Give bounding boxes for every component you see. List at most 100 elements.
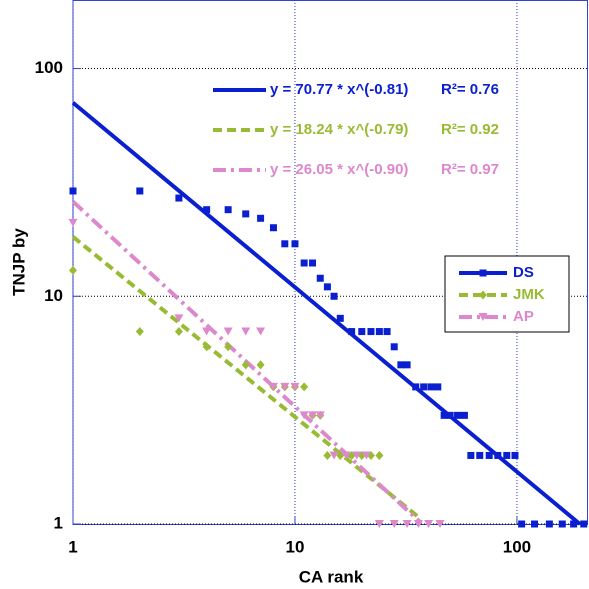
y-tick-label: 1 <box>54 513 63 532</box>
data-point <box>518 520 526 528</box>
data-point <box>390 343 398 351</box>
x-tick-label: 1 <box>68 537 77 556</box>
data-point <box>315 411 325 420</box>
data-point <box>323 283 331 291</box>
data-point <box>290 382 300 391</box>
data-point <box>241 360 250 370</box>
data-point <box>300 259 308 267</box>
data-point <box>503 451 511 459</box>
data-point <box>323 450 332 460</box>
legend-marker <box>479 269 487 277</box>
legend-label: JMK <box>513 286 545 303</box>
data-point <box>309 259 317 267</box>
data-point <box>316 274 324 282</box>
data-point <box>224 206 232 214</box>
data-point <box>291 240 299 248</box>
data-point <box>203 206 211 214</box>
data-point <box>403 361 411 369</box>
x-axis-title: CA rank <box>299 567 364 586</box>
data-point <box>202 342 211 352</box>
fit-equation: y = 26.05 * x^(-0.90) <box>270 161 408 178</box>
data-point <box>485 451 493 459</box>
data-point <box>242 210 250 218</box>
legend-marker <box>478 313 488 321</box>
data-point <box>269 224 277 232</box>
x-tick-label: 10 <box>286 537 305 556</box>
legend-marker <box>479 290 487 300</box>
fit-equation: y = 18.24 * x^(-0.79) <box>270 121 408 138</box>
data-point <box>202 327 212 336</box>
fit-equation: y = 70.77 * x^(-0.81) <box>270 81 408 98</box>
data-point <box>256 360 265 370</box>
data-point <box>467 451 475 459</box>
data-point <box>281 240 289 248</box>
legend-label: DS <box>513 264 534 281</box>
data-point <box>397 361 405 369</box>
data-point <box>446 411 454 419</box>
fit-annotation: R²= 0.76 <box>441 81 499 98</box>
data-point <box>361 451 371 460</box>
data-point <box>434 383 442 391</box>
data-point <box>280 382 290 391</box>
data-point <box>135 327 144 337</box>
data-point <box>367 328 375 336</box>
data-point <box>375 450 384 460</box>
data-point <box>300 382 309 392</box>
data-point <box>341 451 351 460</box>
data-point <box>257 214 265 222</box>
data-point <box>580 520 588 528</box>
data-point <box>358 328 366 336</box>
legend-label: AP <box>513 308 534 325</box>
data-point <box>570 520 578 528</box>
data-point <box>412 383 420 391</box>
data-point <box>454 411 462 419</box>
data-point <box>402 520 412 528</box>
plot-frame <box>72 0 588 525</box>
data-point <box>383 328 391 336</box>
data-point <box>224 342 233 352</box>
data-point <box>435 520 445 528</box>
data-point <box>69 187 77 195</box>
data-point <box>175 194 183 202</box>
data-point <box>374 520 384 528</box>
data-point <box>352 451 362 460</box>
data-point <box>545 520 553 528</box>
data-point <box>427 383 435 391</box>
data-point <box>136 187 144 195</box>
data-point <box>68 218 78 227</box>
data-point <box>424 520 434 528</box>
fit-annotation: R²= 0.92 <box>441 121 499 138</box>
y-axis-title: TNJP by <box>9 228 28 296</box>
data-point <box>69 265 77 275</box>
data-point <box>299 411 309 420</box>
data-point <box>308 411 318 420</box>
data-point <box>329 451 339 460</box>
data-point <box>348 328 356 336</box>
data-point <box>174 327 183 337</box>
data-point <box>531 520 539 528</box>
fit-line <box>71 235 423 521</box>
data-point <box>330 292 338 300</box>
y-tick-label: 100 <box>35 58 63 77</box>
data-point <box>440 411 448 419</box>
data-point <box>413 520 423 528</box>
data-point <box>558 520 566 528</box>
data-point <box>375 328 383 336</box>
data-point <box>241 327 251 336</box>
y-tick-label: 10 <box>44 286 63 305</box>
fit-annotation: R²= 0.97 <box>441 161 499 178</box>
data-point <box>476 451 484 459</box>
data-point <box>223 327 233 336</box>
data-point <box>420 383 428 391</box>
data-point <box>256 327 266 336</box>
x-tick-label: 100 <box>503 537 531 556</box>
data-point <box>494 451 502 459</box>
data-point <box>460 411 468 419</box>
data-point <box>268 382 278 391</box>
data-point <box>174 314 184 323</box>
data-point <box>336 314 344 322</box>
data-point <box>511 451 519 459</box>
data-point <box>336 450 345 460</box>
data-point <box>389 520 399 528</box>
